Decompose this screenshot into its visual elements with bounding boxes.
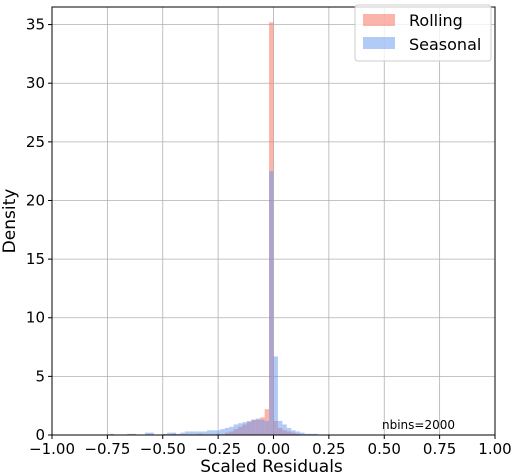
histogram-bar-seasonal [215,430,221,435]
x-tick-label: −0.75 [84,440,130,458]
histogram-bar-seasonal [202,431,208,435]
x-tick-label: 0.50 [368,440,401,458]
legend-swatch-rolling [363,14,395,26]
histogram-bar-seasonal [277,420,283,435]
histogram-bar-seasonal [233,424,239,435]
histogram-bar-seasonal [167,432,172,435]
histogram-bar-seasonal [198,431,203,435]
histogram-bar-seasonal [229,426,234,435]
histogram-bar-seasonal [145,432,150,435]
histogram-bar-seasonal [176,433,181,435]
y-tick-label: 25 [26,133,45,151]
legend-swatch-seasonal [363,37,395,49]
histogram-bar-seasonal [300,432,305,435]
histogram-bar-seasonal [149,432,154,435]
histogram-bar-seasonal [264,420,270,435]
y-tick-label: 5 [35,367,45,385]
histogram-bar-seasonal [193,431,199,435]
histogram-bar-seasonal [242,422,247,435]
histogram-bars [109,22,318,436]
x-tick-label: 1.00 [478,440,511,458]
histogram-bar-seasonal [127,433,132,435]
histogram-bar-seasonal [171,432,177,435]
histogram-bar-seasonal [180,432,185,435]
nbins-annotation: nbins=2000 [382,418,455,432]
histogram-bar-seasonal [246,420,252,435]
histogram-bar-seasonal [304,433,309,435]
y-tick-label: 10 [26,309,45,327]
histogram-bar-seasonal [273,356,278,435]
y-tick-label: 0 [35,426,45,444]
x-axis-ticks: −1.00 −0.75 −0.50 −0.25 0.00 0.25 0.50 0.75 1.00 [29,435,512,458]
x-tick-label: 0.75 [423,440,456,458]
histogram-bar-seasonal [295,431,301,435]
histogram-bar-seasonal [313,433,318,435]
histogram-bar-seasonal [207,430,212,435]
x-tick-label: −0.50 [140,440,186,458]
histogram-bar-seasonal [238,423,243,435]
histogram-bar-seasonal [291,430,296,435]
histogram-bar-seasonal [269,171,274,436]
y-tick-label: 35 [26,16,45,34]
histogram-bar-seasonal [189,431,194,435]
y-tick-label: 15 [26,250,45,268]
histogram-bar-seasonal [162,433,168,435]
histogram-bar-seasonal [308,433,314,435]
y-axis-ticks: 0 5 10 15 20 25 30 35 [26,16,52,444]
histogram-bar-seasonal [211,430,216,435]
histogram-bar-seasonal [260,419,265,435]
legend: Rolling Seasonal [354,4,492,62]
histogram-bar-seasonal [109,433,115,435]
legend-label-rolling: Rolling [409,11,463,30]
histogram-bar-seasonal [184,431,190,435]
x-tick-label: −1.00 [29,440,75,458]
histogram-bar-rolling [131,433,137,435]
y-tick-label: 20 [26,191,45,209]
y-tick-label: 30 [26,74,45,92]
histogram-bar-seasonal [282,424,287,435]
x-tick-label: −0.25 [195,440,241,458]
series-seasonal [109,171,318,436]
legend-label-seasonal: Seasonal [409,35,481,54]
histogram-bar-seasonal [286,427,292,435]
histogram-bar-seasonal [220,429,225,435]
histogram-bar-seasonal [224,427,230,435]
x-tick-label: 0.00 [257,440,290,458]
x-axis-title: Scaled Residuals [200,457,343,475]
histogram-bar-seasonal [251,419,256,435]
histogram-bar-seasonal [255,418,261,435]
x-tick-label: 0.25 [312,440,345,458]
y-axis-title: Density [0,189,20,254]
